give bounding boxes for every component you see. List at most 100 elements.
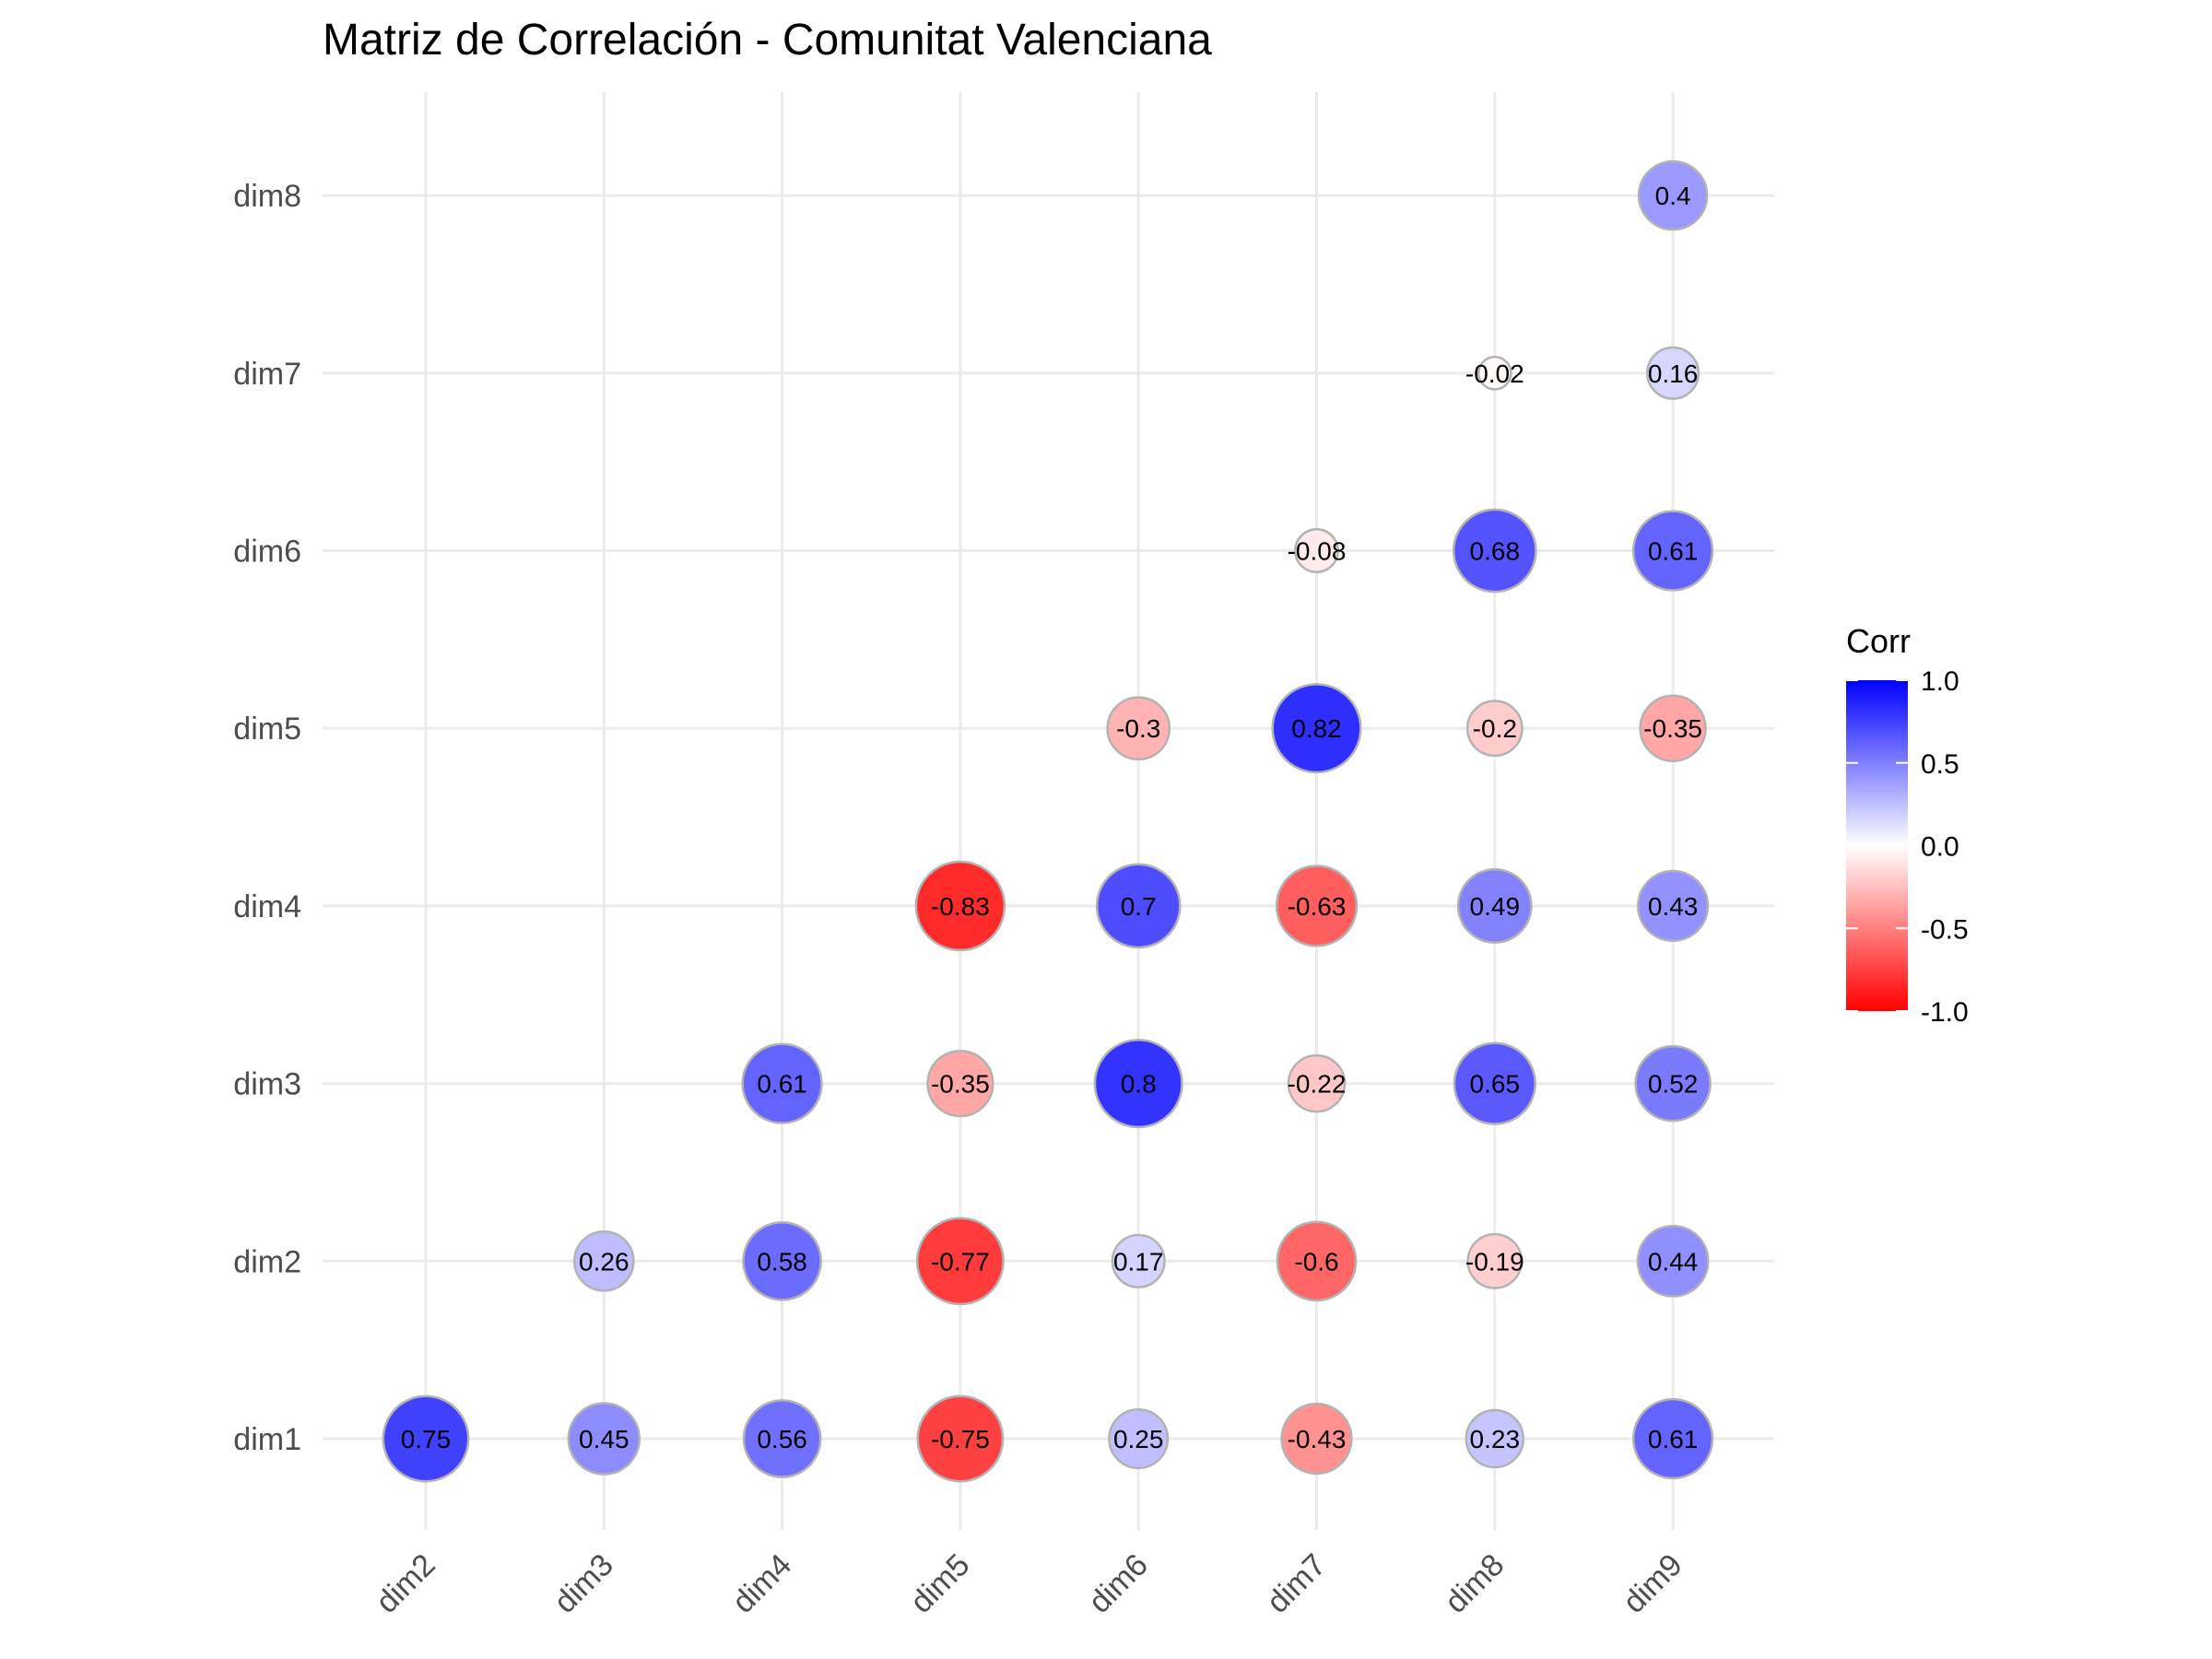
- correlation-bubble: [1631, 510, 1714, 592]
- cell-value-label: 0.43: [1648, 892, 1699, 921]
- x-tick-label: dim8: [1438, 1547, 1511, 1620]
- x-tick-label: dim4: [725, 1547, 798, 1620]
- cell-value-label: -0.6: [1294, 1247, 1338, 1276]
- correlation-bubble: [1093, 1039, 1183, 1129]
- y-tick-label: dim3: [233, 1067, 301, 1102]
- x-tick-label: dim3: [547, 1547, 620, 1620]
- y-tick-label: dim4: [233, 889, 301, 924]
- correlation-bubble: [1465, 700, 1524, 758]
- cell-value-label: -0.35: [931, 1070, 990, 1099]
- legend-tick-label: -0.5: [1921, 914, 1969, 945]
- y-tick-label: dim1: [233, 1422, 301, 1457]
- y-tick-label: dim7: [233, 357, 301, 392]
- cell-value-label: 0.17: [1113, 1247, 1164, 1276]
- correlation-bubble: [1294, 528, 1339, 573]
- cell-value-label: 0.25: [1113, 1425, 1164, 1453]
- cell-value-label: 0.8: [1121, 1070, 1157, 1099]
- legend-tick-label: 1.0: [1921, 666, 1959, 697]
- cell-value-label: 0.45: [579, 1425, 629, 1453]
- cell-value-label: 0.58: [757, 1247, 807, 1276]
- correlation-bubble: [567, 1402, 641, 1476]
- correlation-bubble: [1275, 865, 1359, 947]
- y-axis-labels: dim1 dim2 dim3 dim4 dim5 dim6 dim7 dim8: [233, 179, 301, 1457]
- correlation-bubble: [572, 1230, 635, 1292]
- correlation-bubble: [926, 1049, 994, 1118]
- correlation-bubble: [1106, 696, 1171, 761]
- correlation-bubble: [1636, 1224, 1710, 1298]
- correlation-bubble: [1637, 159, 1709, 231]
- cell-value-label: -0.22: [1288, 1070, 1347, 1099]
- cell-value-label: 0.44: [1648, 1247, 1699, 1276]
- cell-value-label: -0.19: [1465, 1247, 1524, 1276]
- cell-value-label: -0.75: [931, 1425, 990, 1453]
- correlation-bubble: [1111, 1233, 1166, 1288]
- cell-value-label: -0.3: [1116, 714, 1160, 743]
- cell-value-label: -0.2: [1473, 714, 1517, 743]
- cell-value-label: -0.08: [1288, 537, 1347, 566]
- cell-value-label: 0.23: [1470, 1425, 1521, 1453]
- cell-value-label: 0.52: [1648, 1070, 1699, 1099]
- legend: Corr 1.0 0.5 0.0 -0.5 -1.0: [1846, 622, 1969, 1028]
- correlation-bubble: [1271, 683, 1362, 774]
- correlation-bubble: [1095, 863, 1182, 949]
- correlation-bubble: [914, 860, 1006, 952]
- cell-value-label: 0.82: [1291, 714, 1342, 743]
- cell-value-label: 0.61: [1648, 537, 1699, 566]
- cell-value-label: -0.43: [1288, 1425, 1347, 1453]
- cell-value-label: -0.35: [1643, 714, 1702, 743]
- cell-value-label: 0.7: [1121, 892, 1157, 921]
- correlation-bubble: [382, 1394, 470, 1483]
- x-tick-label: dim9: [1617, 1547, 1689, 1620]
- cell-value-label: 0.65: [1470, 1070, 1521, 1099]
- cell-value-label: -0.63: [1288, 892, 1347, 921]
- cell-value-label: 0.75: [401, 1425, 452, 1453]
- grid-lines: [323, 92, 1774, 1530]
- x-tick-label: dim2: [370, 1547, 442, 1620]
- correlation-bubble: [741, 1042, 823, 1124]
- correlation-bubble: [1108, 1407, 1170, 1470]
- cell-value-label: 0.49: [1470, 892, 1521, 921]
- correlation-bubble: [1477, 355, 1512, 391]
- cell-value-label: 0.56: [757, 1425, 807, 1453]
- y-tick-label: dim8: [233, 179, 301, 214]
- cell-value-label: 0.68: [1470, 537, 1521, 566]
- correlation-bubble: [742, 1220, 822, 1301]
- correlation-bubble: [1639, 694, 1707, 762]
- x-tick-label: dim6: [1082, 1547, 1155, 1620]
- correlation-bubble: [1466, 1232, 1524, 1289]
- correlation-bubble: [1646, 346, 1700, 400]
- correlation-bubble: [1634, 1044, 1712, 1123]
- chart-title: Matriz de Correlación - Comunitat Valenc…: [323, 16, 1212, 65]
- bubbles: 0.75 0.45 0.56 -0.75 0.25 -0.43 0.23 0.61 0.26 0.…: [382, 159, 1714, 1483]
- correlation-bubble: [1452, 508, 1537, 594]
- legend-title: Corr: [1846, 622, 1911, 660]
- x-tick-label: dim5: [904, 1547, 977, 1620]
- x-tick-label: dim7: [1260, 1547, 1333, 1620]
- correlation-bubble: [1456, 867, 1533, 944]
- cell-value-label: -0.02: [1465, 359, 1524, 388]
- correlation-bubble: [1631, 1397, 1714, 1480]
- cell-value-label: -0.77: [931, 1247, 990, 1276]
- cell-value-label: 0.26: [579, 1247, 629, 1276]
- y-tick-label: dim6: [233, 535, 301, 570]
- y-tick-label: dim2: [233, 1244, 301, 1279]
- correlation-bubble: [1453, 1041, 1536, 1125]
- correlation-bubble: [915, 1217, 1005, 1306]
- legend-tick-label: 0.5: [1921, 749, 1959, 780]
- cell-value-label: 0.61: [757, 1070, 807, 1099]
- correlation-bubble: [742, 1399, 822, 1478]
- correlation-bubble: [916, 1394, 1005, 1483]
- cell-value-label: -0.83: [931, 892, 990, 921]
- y-tick-label: dim5: [233, 712, 301, 747]
- cell-value-label: 0.61: [1648, 1425, 1699, 1453]
- correlation-bubble: [1287, 1053, 1347, 1113]
- correlation-bubble: [1465, 1408, 1525, 1469]
- correlation-bubble: [1280, 1402, 1353, 1476]
- legend-tick-label: -1.0: [1921, 997, 1969, 1028]
- x-axis-labels: dim2 dim3 dim4 dim5 dim6 dim7 dim8 dim9: [370, 1547, 1689, 1620]
- legend-tick-label: 0.0: [1921, 832, 1959, 863]
- correlation-bubble: [1276, 1220, 1358, 1302]
- cell-value-label: 0.16: [1648, 359, 1699, 388]
- correlation-bubble: [1636, 869, 1710, 943]
